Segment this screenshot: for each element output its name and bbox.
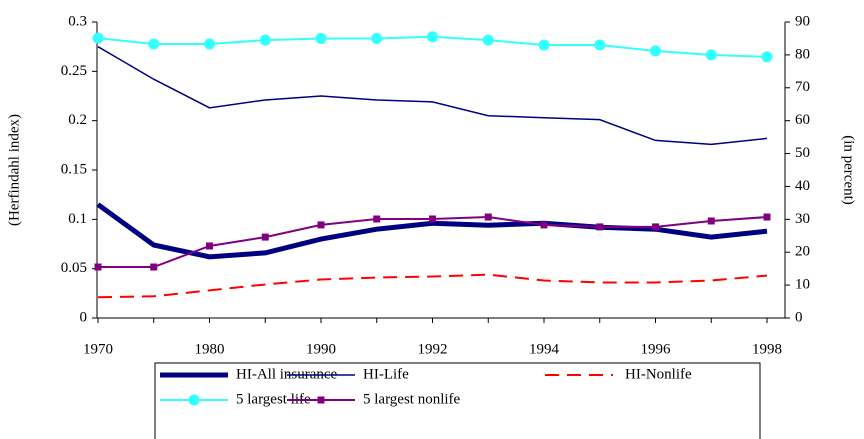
y-axis-title: (Herfindahl index) [6, 114, 22, 226]
point [204, 38, 215, 50]
x-tick-label: 1994 [529, 341, 560, 357]
legend-marker [317, 396, 325, 404]
y-tick-label: 0.25 [61, 63, 87, 79]
point [652, 223, 659, 231]
series-line [97, 273, 768, 299]
point [261, 233, 269, 241]
y-tick-label: 0.3 [68, 13, 87, 29]
y-tick-label: 0.1 [68, 211, 87, 227]
x-tick-label: 1996 [641, 341, 672, 357]
point [761, 51, 773, 63]
point [484, 213, 492, 221]
y2-tick-label: 70 [795, 79, 810, 95]
point [94, 263, 102, 271]
point [429, 215, 436, 223]
y2-tick-label: 50 [795, 145, 810, 161]
y-tick-label: 0.15 [61, 161, 87, 177]
x-tick-label: 1970 [83, 341, 113, 357]
y2-axis-title: (in percent) [841, 135, 857, 205]
point [596, 223, 604, 231]
legend-label: 5 largest life [236, 391, 311, 407]
x-tick-label: 1998 [752, 341, 782, 357]
legend-label: HI-Nonlife [625, 366, 692, 382]
y2-tick-label: 20 [795, 244, 810, 260]
point [92, 32, 104, 44]
series-line [97, 46, 768, 146]
legend-marker [188, 394, 200, 406]
y2-tick-label: 90 [795, 13, 810, 29]
point [763, 213, 771, 221]
y2-tick-label: 0 [795, 309, 803, 325]
point [315, 32, 327, 44]
legend-label: 5 largest nonlife [363, 391, 461, 407]
y2-tick-label: 30 [795, 211, 810, 227]
point [259, 34, 271, 46]
legend-label: HI-All insurance [236, 366, 338, 382]
point [148, 38, 160, 50]
series-line [96, 202, 768, 260]
x-tick-label: 1992 [418, 341, 448, 357]
legend-box [154, 362, 761, 439]
point [373, 215, 381, 223]
y2-tick-label: 40 [795, 178, 810, 194]
point [427, 31, 438, 43]
point [150, 263, 158, 271]
y-tick-label: 0.05 [61, 260, 87, 276]
point [594, 39, 606, 51]
point [538, 39, 550, 51]
point [540, 221, 548, 229]
legend-label: HI-Life [363, 366, 409, 382]
point [317, 221, 325, 229]
point [705, 49, 717, 61]
x-tick-label: 1980 [195, 341, 225, 357]
y2-tick-label: 10 [795, 277, 810, 293]
point [371, 32, 383, 44]
y-tick-label: 0.2 [68, 112, 87, 128]
y2-tick-label: 80 [795, 46, 810, 62]
point [650, 45, 661, 57]
point [707, 217, 715, 225]
y-tick-label: 0 [80, 309, 88, 325]
point [206, 242, 213, 250]
x-tick-label: 1990 [306, 341, 336, 357]
point [482, 34, 494, 46]
y2-tick-label: 60 [795, 112, 810, 128]
